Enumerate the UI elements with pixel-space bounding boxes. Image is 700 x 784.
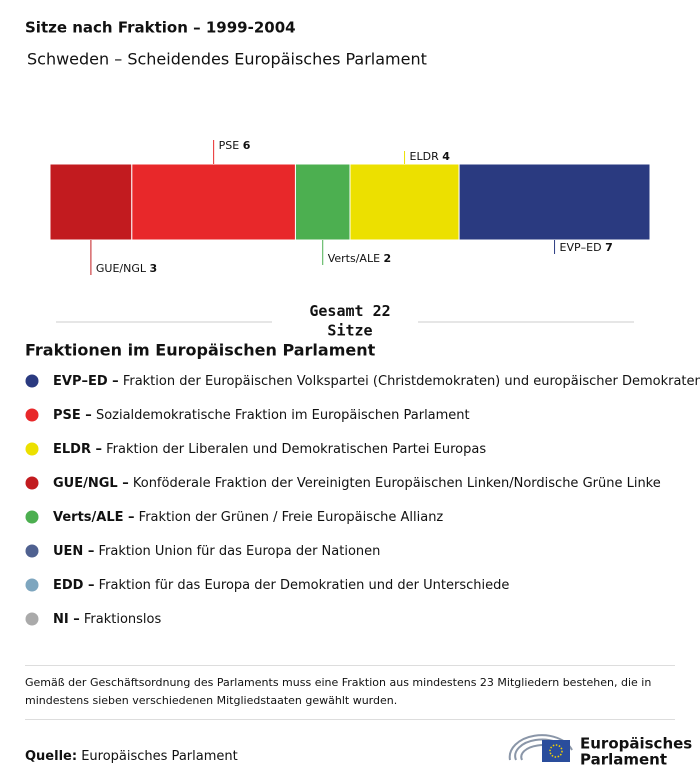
segment-label: PSE 6 — [219, 139, 251, 152]
legend-abbr: NI – — [53, 612, 80, 627]
bar-segment — [131, 163, 296, 241]
bar-segment — [49, 163, 133, 241]
segment-name: EVP–ED — [560, 241, 602, 254]
source-text: Europäisches Parlament — [81, 749, 238, 764]
logo-text: Parlament — [580, 751, 667, 769]
legend-entry: NI – Fraktionslos — [53, 612, 162, 627]
segment-label: GUE/NGL 3 — [96, 262, 157, 275]
legend-description: Fraktion Union für das Europa der Nation… — [98, 544, 380, 559]
legend-marker — [25, 408, 39, 422]
chart-subtitle: Schweden – Scheidendes Europäisches Parl… — [27, 50, 427, 69]
legend-abbr: ELDR – — [53, 442, 102, 457]
legend-entry: PSE – Sozialdemokratische Fraktion im Eu… — [53, 408, 470, 423]
total-unit: Sitze — [327, 322, 372, 340]
legend-marker — [25, 476, 39, 490]
bar-segment — [349, 163, 460, 241]
bar-segment — [458, 163, 651, 241]
legend-description: Sozialdemokratische Fraktion im Europäis… — [96, 408, 470, 423]
logo-text: Europäisches — [580, 735, 692, 753]
legend-description: Fraktion der Grünen / Freie Europäische … — [139, 510, 444, 525]
segment-name: ELDR — [410, 150, 440, 163]
legend-abbr: EVP–ED – — [53, 374, 119, 389]
legend-entry: UEN – Fraktion Union für das Europa der … — [53, 544, 380, 559]
segment-label: ELDR 4 — [410, 150, 451, 163]
segment-value: 3 — [150, 262, 158, 275]
legend-entry: GUE/NGL – Konföderale Fraktion der Verei… — [53, 476, 661, 491]
segment-name: Verts/ALE — [328, 252, 380, 265]
legend-entry: ELDR – Fraktion der Liberalen und Demokr… — [53, 442, 486, 457]
legend-marker — [25, 510, 39, 524]
legend-marker — [25, 544, 39, 558]
legend-entry: Verts/ALE – Fraktion der Grünen / Freie … — [53, 510, 443, 525]
legend-entry: EDD – Fraktion für das Europa der Demokr… — [53, 578, 509, 593]
legend-marker — [25, 442, 39, 456]
legend-description: Fraktion der Liberalen und Demokratische… — [106, 442, 486, 457]
legend-abbr: Verts/ALE – — [53, 510, 135, 525]
legend-description: Fraktionslos — [84, 612, 162, 627]
footnote: Gemäß der Geschäftsordnung des Parlament… — [25, 665, 675, 720]
legend-abbr: PSE – — [53, 408, 92, 423]
legend-abbr: GUE/NGL – — [53, 476, 129, 491]
legend-abbr: UEN – — [53, 544, 94, 559]
total: Gesamt 22 — [309, 302, 390, 320]
segment-label: EVP–ED 7 — [560, 241, 613, 254]
segment-value: 4 — [442, 150, 450, 163]
source: Quelle: Europäisches Parlament — [25, 749, 238, 764]
segment-name: PSE — [219, 139, 240, 152]
segment-value: 7 — [605, 241, 613, 254]
legend-marker — [25, 612, 39, 626]
legend-description: Fraktion der Europäischen Volkspartei (C… — [123, 374, 700, 389]
bar-segment — [294, 163, 351, 241]
legend-entry: EVP–ED – Fraktion der Europäischen Volks… — [53, 374, 700, 389]
legend-abbr: EDD – — [53, 578, 95, 593]
logo-icon — [508, 734, 573, 762]
legend-description: Fraktion für das Europa der Demokratien … — [99, 578, 510, 593]
total-value: 22 — [373, 302, 391, 320]
chart-title: Sitze nach Fraktion – 1999-2004 — [25, 19, 296, 37]
legend-title: Fraktionen im Europäischen Parlament — [25, 341, 376, 360]
segment-value: 2 — [384, 252, 392, 265]
segment-name: GUE/NGL — [96, 262, 147, 275]
legend-description: Konföderale Fraktion der Vereinigten Eur… — [133, 476, 661, 491]
source-label: Quelle: — [25, 749, 78, 764]
legend-marker — [25, 374, 39, 388]
legend-marker — [25, 578, 39, 592]
total-label: Gesamt — [309, 302, 363, 320]
segment-value: 6 — [243, 139, 251, 152]
segment-label: Verts/ALE 2 — [328, 252, 391, 265]
